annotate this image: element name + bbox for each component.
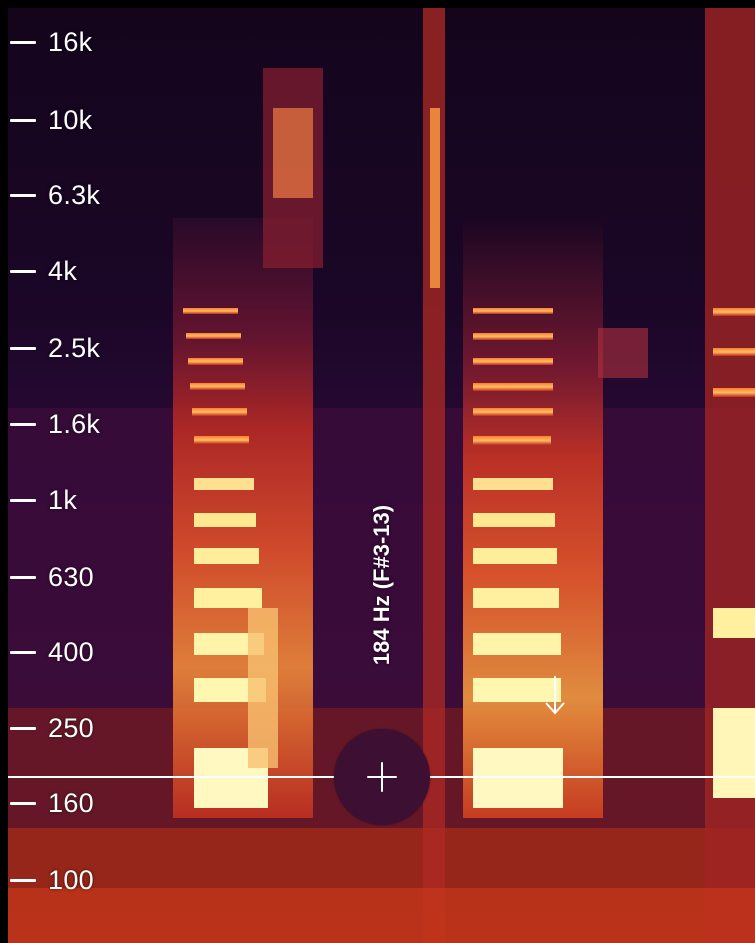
- tick-label: 4k: [48, 255, 78, 286]
- tick-label: 160: [48, 787, 94, 818]
- pitch-readout: 184 Hz (F#3-13): [369, 504, 394, 666]
- frequency-tick: 1k: [10, 480, 77, 520]
- tick-label: 10k: [48, 104, 93, 135]
- tick-mark: [10, 726, 36, 730]
- tick-mark: [10, 801, 36, 805]
- frequency-tick: 10k: [10, 100, 92, 140]
- frequency-tick: 16k: [10, 22, 92, 62]
- down-arrow-icon: [545, 676, 565, 715]
- frequency-tick: 1.6k: [10, 404, 100, 444]
- frequency-tick: 160: [10, 783, 94, 823]
- frequency-tick: 250: [10, 708, 94, 748]
- tick-mark: [10, 118, 36, 122]
- tick-mark: [10, 498, 36, 502]
- spectrogram-canvas: [8, 8, 755, 943]
- frequency-tick: 6.3k: [10, 175, 100, 215]
- tick-label: 16k: [48, 26, 93, 57]
- tick-label: 250: [48, 712, 94, 743]
- tick-label: 100: [48, 864, 94, 895]
- tick-mark: [10, 40, 36, 44]
- frequency-tick: 4k: [10, 251, 77, 291]
- frequency-axis: 16k 10k 6.3k 4k 2.5k 1.6k 1k 630: [0, 0, 140, 943]
- tick-label: 2.5k: [48, 332, 101, 363]
- frequency-tick: 2.5k: [10, 328, 100, 368]
- tick-mark: [10, 878, 36, 882]
- pitch-handle-button[interactable]: [334, 729, 430, 825]
- frequency-tick: 100: [10, 860, 94, 900]
- frequency-tick: 400: [10, 632, 94, 672]
- tick-label: 630: [48, 561, 94, 592]
- plus-icon: [367, 762, 397, 792]
- tick-mark: [10, 650, 36, 654]
- tick-mark: [10, 193, 36, 197]
- spectrogram-view[interactable]: [8, 8, 755, 943]
- tick-label: 6.3k: [48, 179, 101, 210]
- tick-mark: [10, 422, 36, 426]
- tick-label: 1k: [48, 484, 78, 515]
- tick-mark: [10, 346, 36, 350]
- tick-mark: [10, 575, 36, 579]
- frequency-tick: 630: [10, 557, 94, 597]
- tick-label: 1.6k: [48, 408, 101, 439]
- tick-label: 400: [48, 636, 94, 667]
- tick-mark: [10, 269, 36, 273]
